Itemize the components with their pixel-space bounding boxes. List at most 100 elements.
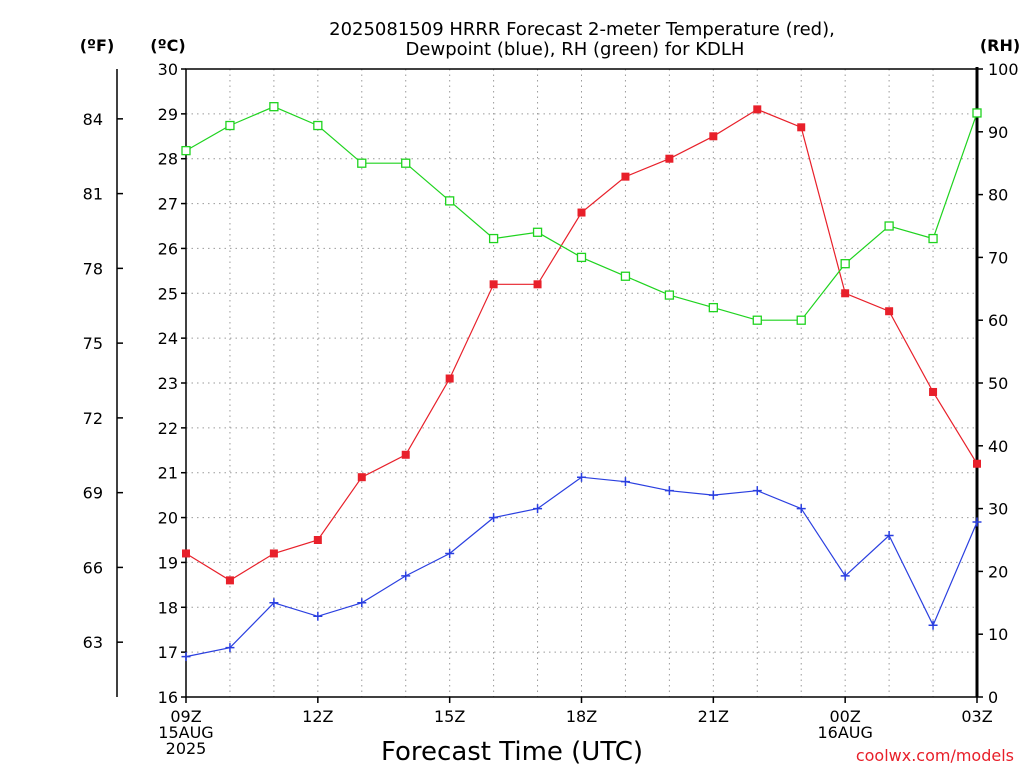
rh-point-4 <box>357 158 367 168</box>
c-tick-label-29: 29 <box>158 105 178 124</box>
c-tick-label-23: 23 <box>158 374 178 393</box>
temperature-point-12 <box>709 132 718 141</box>
rh-point-10 <box>620 271 631 281</box>
x-tick-label-9-0: 18Z <box>566 707 597 726</box>
temperature-series <box>182 105 981 585</box>
c-tick-label-28: 28 <box>158 150 178 169</box>
dewpoint-point-7 <box>489 513 499 523</box>
c-tick-label-25: 25 <box>158 284 178 303</box>
dewpoint-point-13 <box>752 486 762 496</box>
rh-point-5 <box>401 158 411 168</box>
f-tick-label-66: 66 <box>83 558 103 577</box>
temperature-point-16 <box>885 307 894 316</box>
rh-tick-label-90: 90 <box>988 123 1008 142</box>
celsius-axis-label: (ºC) <box>150 36 185 55</box>
temperature-point-18 <box>973 459 981 468</box>
x-tick-label-18-0: 03Z <box>961 707 992 726</box>
rh-point-14 <box>796 315 806 325</box>
rh-tick-label-20: 20 <box>988 562 1008 581</box>
rh-tick-label-30: 30 <box>988 500 1008 519</box>
rh-point-18 <box>972 108 982 118</box>
rh-tick-label-40: 40 <box>988 437 1008 456</box>
rh-point-17 <box>928 233 938 244</box>
x-tick-label-12-0: 21Z <box>698 707 729 726</box>
c-tick-label-24: 24 <box>158 329 178 348</box>
rh-tick-label-50: 50 <box>988 374 1008 393</box>
temperature-point-8 <box>533 280 542 289</box>
c-tick-label-17: 17 <box>158 643 178 662</box>
temperature-point-9 <box>577 208 586 217</box>
dewpoint-point-18 <box>972 517 982 527</box>
rh-point-1 <box>225 120 235 131</box>
dewpoint-point-9 <box>577 472 586 482</box>
c-tick-label-20: 20 <box>158 509 178 528</box>
rh-tick-label-100: 100 <box>988 60 1019 79</box>
temperature-point-14 <box>797 123 806 132</box>
c-tick-label-18: 18 <box>158 598 178 617</box>
temperature-point-15 <box>841 289 850 298</box>
f-tick-label-81: 81 <box>83 185 103 204</box>
temperature-point-7 <box>489 280 498 289</box>
chart-title-line-1: 2025081509 HRRR Forecast 2-meter Tempera… <box>329 19 835 40</box>
rh-point-16 <box>884 221 894 231</box>
temperature-point-0 <box>182 549 190 558</box>
c-tick-label-30: 30 <box>158 60 178 79</box>
credit-text: coolwx.com/models <box>856 746 1014 765</box>
temperature-point-13 <box>753 105 762 114</box>
rh-point-13 <box>752 315 762 325</box>
temperature-point-17 <box>929 387 938 396</box>
x-tick-label-0-2: 2025 <box>166 739 207 758</box>
rh-point-6 <box>445 196 455 206</box>
dewpoint-point-12 <box>708 490 718 500</box>
rh-tick-label-10: 10 <box>988 625 1008 644</box>
chart-title-line-2: Dewpoint (blue), RH (green) for KDLH <box>406 39 745 60</box>
c-tick-label-27: 27 <box>158 195 178 214</box>
c-tick-label-22: 22 <box>158 419 178 438</box>
dewpoint-point-11 <box>664 486 674 496</box>
c-tick-label-19: 19 <box>158 553 178 572</box>
c-tick-label-16: 16 <box>158 688 178 707</box>
x-tick-label-15-0: 00Z <box>830 707 861 726</box>
f-tick-label-84: 84 <box>83 110 103 129</box>
rh-point-8 <box>532 227 543 237</box>
x-tick-label-6-0: 15Z <box>434 707 465 726</box>
temperature-point-11 <box>665 154 674 163</box>
fahrenheit-axis-label: (ºF) <box>80 36 115 55</box>
rh-point-2 <box>269 102 279 112</box>
dewpoint-point-15 <box>840 571 850 581</box>
rh-series <box>181 102 982 325</box>
rh-point-15 <box>840 259 850 269</box>
rh-tick-label-70: 70 <box>988 248 1008 267</box>
x-tick-label-0-1: 15AUG <box>158 723 213 742</box>
rh-point-0 <box>181 145 191 156</box>
rh-tick-label-80: 80 <box>988 186 1008 205</box>
dewpoint-point-6 <box>445 548 455 558</box>
dewpoint-point-0 <box>181 652 191 662</box>
temperature-point-4 <box>357 473 366 482</box>
temperature-point-5 <box>401 450 410 459</box>
temperature-point-3 <box>313 536 322 544</box>
rh-point-9 <box>576 252 587 263</box>
rh-point-12 <box>708 302 718 313</box>
temperature-point-1 <box>225 576 234 585</box>
temperature-point-6 <box>445 374 454 383</box>
dewpoint-point-17 <box>928 620 938 630</box>
rh-axis-label: (RH) <box>980 36 1020 55</box>
dewpoint-point-1 <box>225 643 235 653</box>
c-tick-label-21: 21 <box>158 464 178 483</box>
temperature-point-10 <box>621 172 630 181</box>
dewpoint-point-5 <box>401 571 411 581</box>
x-tick-label-3-0: 12Z <box>302 707 333 726</box>
dewpoint-point-8 <box>533 504 543 514</box>
c-tick-label-26: 26 <box>158 239 178 258</box>
dewpoint-point-3 <box>313 611 323 621</box>
rh-tick-label-0: 0 <box>988 688 998 707</box>
dewpoint-point-2 <box>269 598 279 608</box>
rh-point-7 <box>488 233 499 244</box>
x-axis-title: Forecast Time (UTC) <box>381 737 643 767</box>
chart-title: 2025081509 HRRR Forecast 2-meter Tempera… <box>329 19 835 60</box>
f-tick-label-78: 78 <box>83 259 103 278</box>
grid-lines <box>186 69 977 697</box>
dewpoint-point-14 <box>796 504 806 514</box>
rh-tick-label-60: 60 <box>988 311 1008 330</box>
